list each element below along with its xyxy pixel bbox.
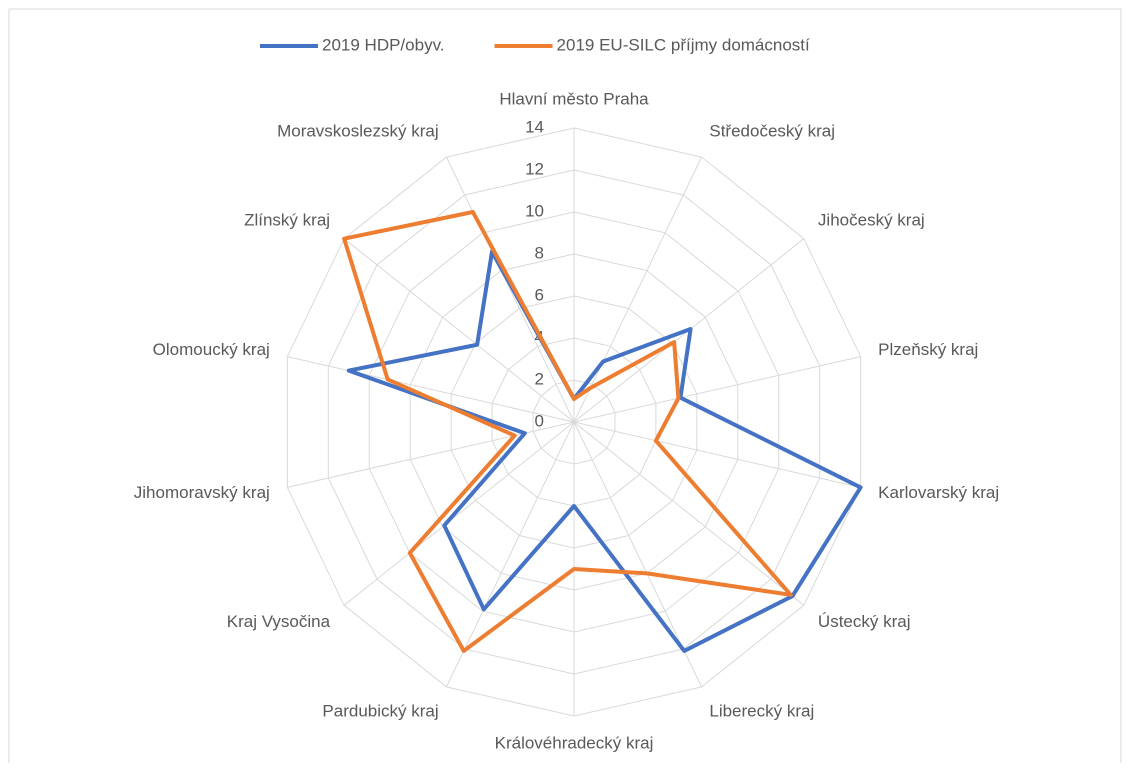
spoke <box>573 421 805 606</box>
category-label: Hlavní město Praha <box>499 89 649 108</box>
category-label: Pardubický kraj <box>322 702 438 721</box>
series-line <box>346 249 863 653</box>
category-label: Liberecký kraj <box>709 702 814 721</box>
r-tick-label: 10 <box>525 201 544 220</box>
r-tick-label: 14 <box>525 117 544 136</box>
category-label: Královéhradecký kraj <box>495 733 654 752</box>
category-label: Karlovarský kraj <box>878 483 999 502</box>
r-tick-label: 0 <box>535 411 544 430</box>
spoke <box>343 421 575 606</box>
category-label: Kraj Vysočina <box>227 612 331 631</box>
spoke <box>287 421 575 488</box>
r-tick-label: 2 <box>535 369 544 388</box>
spoke <box>445 156 575 423</box>
category-label: Plzeňský kraj <box>878 340 978 359</box>
chart-border <box>8 8 1122 768</box>
category-label: Jihomoravský kraj <box>134 483 270 502</box>
spoke <box>573 356 861 423</box>
spoke <box>343 238 575 423</box>
spoke <box>573 156 703 423</box>
category-label: Olomoucký kraj <box>153 340 270 359</box>
r-tick-label: 6 <box>535 285 544 304</box>
category-label: Jihočeský kraj <box>818 211 925 230</box>
legend-label: 2019 EU-SILC příjmy domácností <box>557 35 810 54</box>
r-tick-label: 12 <box>525 159 544 178</box>
category-label: Středočeský kraj <box>709 121 835 140</box>
category-label: Moravskoslezský kraj <box>277 121 439 140</box>
category-label: Zlínský kraj <box>244 211 330 230</box>
legend-label: 2019 HDP/obyv. <box>322 35 445 54</box>
spoke <box>573 421 861 488</box>
spoke <box>287 356 575 423</box>
r-tick-label: 8 <box>535 243 544 262</box>
series-line <box>342 209 793 653</box>
category-label: Ústecký kraj <box>818 612 911 631</box>
spoke <box>445 421 575 688</box>
